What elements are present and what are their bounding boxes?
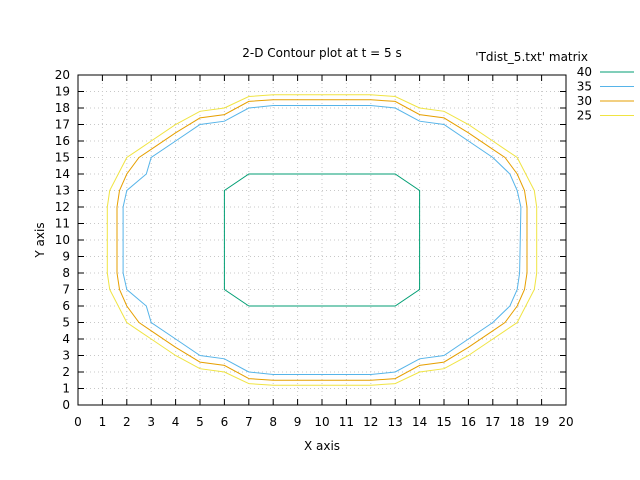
x-tick-label: 4 — [172, 415, 180, 429]
y-tick-label: 13 — [55, 184, 70, 198]
grid-lines — [78, 75, 566, 405]
y-tick-label: 5 — [62, 316, 70, 330]
y-tick-label: 14 — [55, 167, 70, 181]
x-tick-label: 3 — [147, 415, 155, 429]
y-tick-label: 2 — [62, 365, 70, 379]
x-tick-label: 11 — [339, 415, 354, 429]
y-tick-label: 18 — [55, 101, 70, 115]
y-tick-label: 19 — [55, 85, 70, 99]
x-tick-label: 17 — [485, 415, 500, 429]
x-tick-label: 0 — [74, 415, 82, 429]
x-tick-label: 8 — [269, 415, 277, 429]
contour-30 — [116, 99, 528, 381]
y-tick-label: 16 — [55, 134, 70, 148]
contour-25 — [106, 94, 538, 386]
axis-ticks — [77, 74, 567, 406]
x-tick-label: 6 — [221, 415, 229, 429]
y-tick-label: 20 — [55, 68, 70, 82]
legend-label-25: 25 — [577, 109, 592, 123]
y-tick-label: 11 — [55, 217, 70, 231]
x-tick-label: 7 — [245, 415, 253, 429]
contour-40 — [223, 173, 421, 307]
y-tick-label: 3 — [62, 349, 70, 363]
legend-title: 'Tdist_5.txt' matrix — [475, 50, 588, 64]
y-axis-label: Y axis — [33, 222, 47, 258]
x-tick-label: 10 — [314, 415, 329, 429]
y-tick-label: 4 — [62, 332, 70, 346]
x-tick-label: 12 — [363, 415, 378, 429]
x-tick-label: 13 — [388, 415, 403, 429]
x-tick-label: 18 — [510, 415, 525, 429]
y-tick-label: 10 — [55, 233, 70, 247]
y-tick-label: 15 — [55, 151, 70, 165]
x-tick-label: 9 — [294, 415, 302, 429]
x-tick-label: 15 — [436, 415, 451, 429]
x-axis-label: X axis — [304, 439, 340, 453]
contour-35 — [122, 105, 522, 375]
x-tick-label: 1 — [99, 415, 107, 429]
contour-lines — [106, 94, 538, 386]
x-tick-label: 16 — [461, 415, 476, 429]
y-tick-label: 1 — [62, 382, 70, 396]
x-tick-label: 14 — [412, 415, 427, 429]
y-tick-label: 17 — [55, 118, 70, 132]
y-tick-label: 6 — [62, 299, 70, 313]
x-tick-label: 5 — [196, 415, 204, 429]
y-tick-label: 8 — [62, 266, 70, 280]
y-tick-label: 7 — [62, 283, 70, 297]
y-tick-label: 0 — [62, 398, 70, 412]
x-tick-label: 19 — [534, 415, 549, 429]
chart-title: 2-D Contour plot at t = 5 s — [242, 46, 402, 60]
x-tick-label: 20 — [558, 415, 573, 429]
legend-label-30: 30 — [577, 94, 592, 108]
x-tick-labels: 0 1 2 3 4 5 6 7 8 9 10 11 12 13 14 15 16 17 18 19 20 — [74, 415, 573, 429]
y-tick-label: 9 — [62, 250, 70, 264]
legend-label-40: 40 — [577, 65, 592, 79]
x-tick-label: 2 — [123, 415, 131, 429]
legend-label-35: 35 — [577, 80, 592, 94]
y-tick-label: 12 — [55, 200, 70, 214]
